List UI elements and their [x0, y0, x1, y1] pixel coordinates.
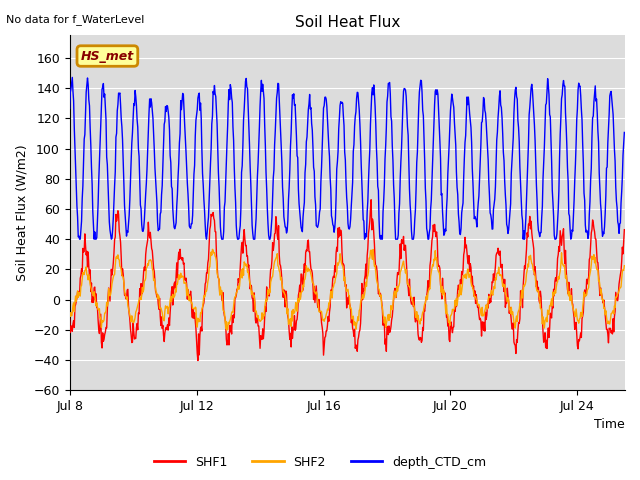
Y-axis label: Soil Heat Flux (W/m2): Soil Heat Flux (W/m2) — [15, 144, 28, 281]
X-axis label: Time: Time — [595, 419, 625, 432]
Legend: SHF1, SHF2, depth_CTD_cm: SHF1, SHF2, depth_CTD_cm — [148, 451, 492, 474]
Title: Soil Heat Flux: Soil Heat Flux — [294, 15, 400, 30]
Text: HS_met: HS_met — [81, 49, 134, 62]
Text: No data for f_WaterLevel: No data for f_WaterLevel — [6, 14, 145, 25]
